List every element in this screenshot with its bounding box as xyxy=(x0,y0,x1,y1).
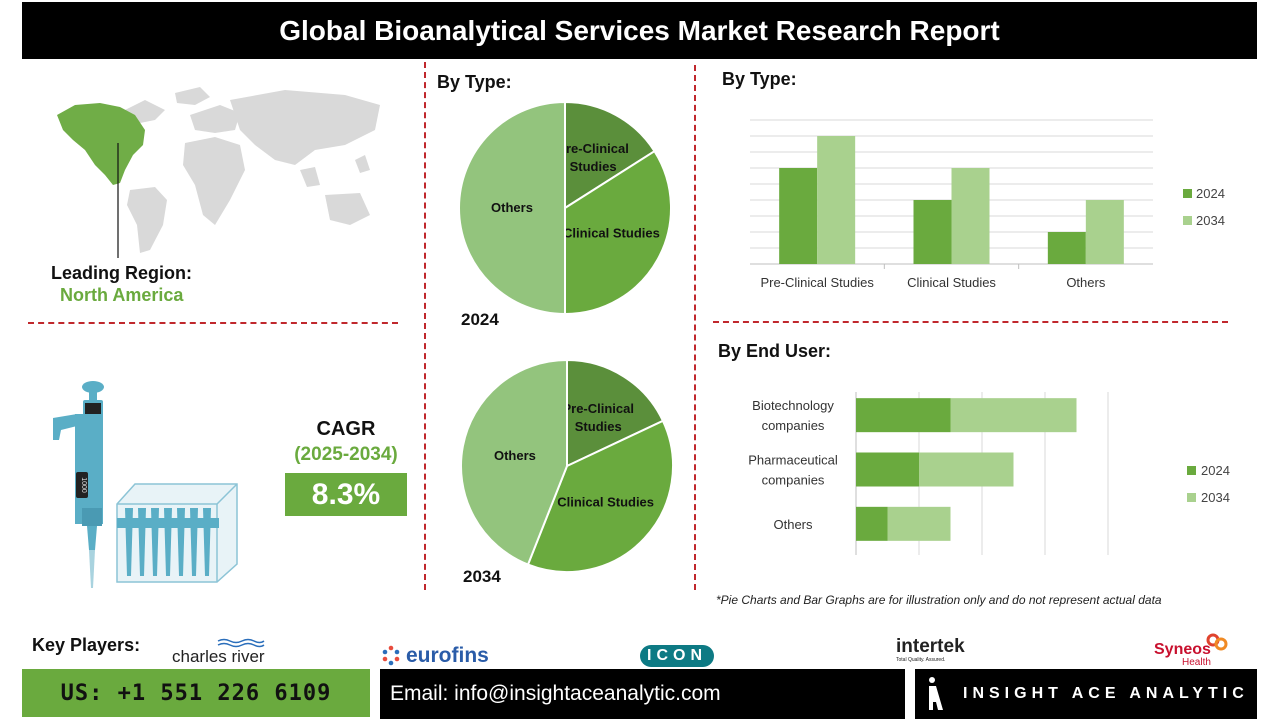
brand-name-text: INSIGHT ACE ANALYTIC xyxy=(963,685,1249,702)
bar-clinical-studies-2034 xyxy=(951,168,990,264)
pie-label-others-2024: Others xyxy=(491,200,533,215)
bar-type-title: By Type: xyxy=(722,69,797,89)
pie-label-clinical-studies-2024: Clinical Studies xyxy=(563,226,660,241)
leading-region-value: North America xyxy=(60,285,184,305)
contact-phone[interactable]: US: +1 551 226 6109 xyxy=(22,669,370,717)
brand-logo-icon xyxy=(929,677,943,710)
logo-charles-river: charles river xyxy=(172,638,287,668)
wave-icon xyxy=(217,638,265,648)
legend-label-2024: 2024 xyxy=(1196,186,1225,201)
legend-swatch-eu-2034 xyxy=(1187,493,1196,502)
bar-end-user-title: By End User: xyxy=(718,341,832,361)
bar-type-category-label: Clinical Studies xyxy=(907,275,996,290)
pipette-icon: 1000 xyxy=(53,381,104,588)
logo-intertek-text: intertek xyxy=(896,636,965,657)
tip-rack-icon xyxy=(116,483,238,583)
pie-slice-pre-clinical-studies-2034 xyxy=(566,358,665,468)
pie-year-2024: 2024 xyxy=(461,310,499,329)
bar-eu-category-label: Others xyxy=(773,517,813,532)
bar-pharmaceutical-companies-2024 xyxy=(856,452,919,487)
pie-chart-2024: Pre-Clinical Studies Clinical Studies Other… xyxy=(458,100,672,316)
logo-icon-text: ICON xyxy=(647,647,707,664)
logo-syneos: Syneos Health xyxy=(1154,633,1234,669)
divider-left xyxy=(28,322,398,324)
logo-eurofins-text: eurofins xyxy=(406,644,489,667)
logo-syneos-suffix: Health xyxy=(1182,657,1211,668)
map-north-america xyxy=(57,103,145,185)
pie-label-clinical-studies-2034: Clinical Studies xyxy=(557,494,654,509)
legend-swatch-2034 xyxy=(1183,216,1192,225)
pie-slice-clinical-studies-2024 xyxy=(564,149,672,316)
legend-swatch-eu-2024 xyxy=(1187,466,1196,475)
bar-chart-by-type: Pre-Clinical Studies Clinical Studies Othe… xyxy=(750,119,1225,290)
pie-chart-2034: Pre-Clinical Studies Clinical Studies Other… xyxy=(459,358,674,573)
dots-icon xyxy=(382,645,400,666)
pie-label-others-2034: Others xyxy=(494,448,536,463)
divider-vertical-1 xyxy=(424,62,426,590)
leading-region-label: Leading Region: xyxy=(51,263,192,283)
logo-intertek-tagline: Total Quality. Assured. xyxy=(896,657,946,663)
bar-biotechnology-companies-2024 xyxy=(856,398,951,433)
logo-icon: ICON xyxy=(640,645,714,667)
legend-label-2034: 2034 xyxy=(1196,213,1225,228)
pie-label-pre-clinical-studies-2034: Pre-Clinical Studies xyxy=(562,401,634,434)
pie-slice-clinical-studies-2034 xyxy=(526,419,674,573)
logo-intertek: intertek Total Quality. Assured. xyxy=(896,636,976,666)
key-players-label: Key Players: xyxy=(32,635,141,655)
bar-type-category-label: Pre-Clinical Studies xyxy=(760,275,874,290)
bar-others-2034 xyxy=(887,506,951,541)
bar-type-category-label: Others xyxy=(1066,275,1106,290)
legend-label-eu-2024: 2024 xyxy=(1201,463,1230,478)
bar-chart-by-end-user: Biotechnology companies Pharmaceutical comp… xyxy=(748,392,1230,555)
bar-others-2034 xyxy=(1085,200,1124,264)
report-title: Global Bioanalytical Services Market Res… xyxy=(22,2,1257,59)
logo-syneos-text: Syneos xyxy=(1154,641,1211,658)
bar-others-2024 xyxy=(1047,232,1086,264)
bar-biotechnology-companies-2034 xyxy=(950,398,1077,433)
pipette-display: 1000 xyxy=(80,477,87,493)
bar-pre-clinical-studies-2024 xyxy=(779,168,818,264)
pie-slice-others-2034 xyxy=(459,358,568,566)
pie-slice-pre-clinical-studies-2024 xyxy=(564,100,656,210)
map-other-regions xyxy=(125,87,380,253)
pie-slice-others-2024 xyxy=(458,100,566,316)
cagr-value: 8.3% xyxy=(285,473,407,516)
divider-right xyxy=(713,321,1228,323)
world-map xyxy=(57,87,380,258)
contact-email[interactable]: Email: info@insightaceanalytic.com xyxy=(380,669,905,719)
logo-eurofins: eurofins xyxy=(379,644,499,670)
cagr-period: (2025-2034) xyxy=(294,444,398,465)
pie-section-title: By Type: xyxy=(437,72,512,92)
bar-pre-clinical-studies-2034 xyxy=(817,136,856,264)
logo-charles-river-text: charles river xyxy=(172,647,265,666)
bar-pharmaceutical-companies-2034 xyxy=(919,452,1014,487)
swirl-icon xyxy=(1206,633,1228,651)
divider-vertical-2 xyxy=(694,65,696,590)
legend-label-eu-2034: 2034 xyxy=(1201,490,1230,505)
pipette-illustration: 1000 xyxy=(53,381,238,588)
bar-eu-category-label: Pharmaceutical companies xyxy=(748,453,838,488)
bar-others-2024 xyxy=(856,506,888,541)
cagr-label: CAGR xyxy=(316,418,376,440)
disclaimer-footnote: *Pie Charts and Bar Graphs are for illus… xyxy=(716,593,1162,607)
legend-swatch-2024 xyxy=(1183,189,1192,198)
brand-name: INSIGHT ACE ANALYTIC xyxy=(915,669,1257,719)
bar-eu-category-label: Biotechnology companies xyxy=(752,398,834,433)
pie-label-pre-clinical-studies-2024: Pre-Clinical Studies xyxy=(557,141,629,174)
pie-year-2034: 2034 xyxy=(463,567,501,586)
bar-clinical-studies-2024 xyxy=(913,200,952,264)
